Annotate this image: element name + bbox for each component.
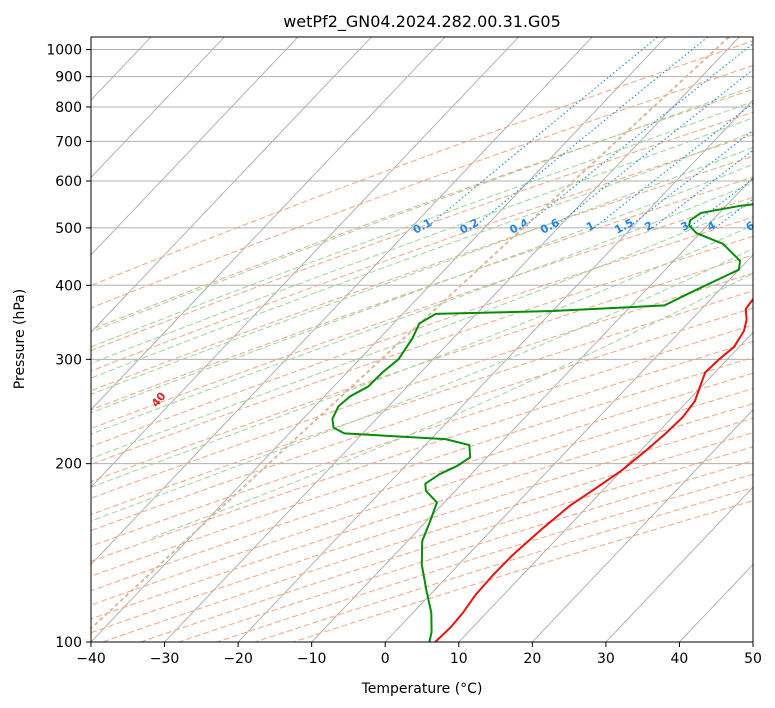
y-tick-label: 200 bbox=[55, 457, 82, 473]
temperature-profile bbox=[434, 297, 753, 642]
isotherm-line bbox=[384, 254, 753, 642]
dry-adiabat-line bbox=[91, 65, 753, 309]
moist-adiabat-line bbox=[91, 163, 753, 414]
y-tick-label: 300 bbox=[55, 352, 82, 368]
x-tick-label: 50 bbox=[744, 651, 762, 667]
dry-adiabat-line bbox=[91, 324, 753, 547]
mixing-ratio-label: 0.1 bbox=[411, 216, 434, 237]
moist-adiabat-line bbox=[91, 182, 753, 435]
isotherm-line bbox=[0, 37, 4, 642]
moist-adiabat-line bbox=[91, 146, 753, 395]
mixing-ratio-label: 0.2 bbox=[458, 216, 481, 237]
mixing-ratio-label: 1.5 bbox=[612, 216, 635, 237]
isotherm-line bbox=[91, 37, 299, 256]
y-tick-label: 500 bbox=[55, 221, 82, 237]
y-tick-label: 400 bbox=[55, 278, 82, 294]
mixing-ratio-line bbox=[714, 198, 753, 229]
chart-title: wetPf2_GN04.2024.282.00.31.G05 bbox=[283, 12, 561, 32]
x-tick-label: −10 bbox=[297, 651, 327, 667]
plot-area: 0.10.20.40.611.52346810131620253036-100-… bbox=[0, 37, 775, 642]
dry-adiabat-line bbox=[292, 500, 753, 642]
mixing-ratio-line bbox=[522, 42, 753, 229]
dry-adiabat-line bbox=[91, 272, 753, 499]
dry-adiabat-line bbox=[216, 473, 753, 642]
y-axis: 100 200 300 400 500 600 700 800 900 1000 bbox=[46, 43, 91, 651]
mixing-ratio-line bbox=[425, 37, 658, 229]
isotherm-line bbox=[91, 37, 667, 642]
dry-adiabat-line bbox=[91, 290, 753, 516]
x-axis: −40 −30 −20 −10 0 10 20 30 40 50 bbox=[76, 642, 762, 667]
dry-adiabat-label: 40 bbox=[149, 389, 169, 409]
moist-adiabat-line bbox=[91, 224, 753, 488]
isotherm-line bbox=[531, 409, 753, 642]
mixing-ratio-line bbox=[688, 178, 753, 229]
dry-adiabat-line bbox=[91, 216, 753, 448]
dry-adiabat-line bbox=[91, 388, 753, 606]
reference-curve bbox=[91, 37, 730, 630]
dry-adiabat-line bbox=[91, 196, 753, 430]
dry-adiabat-line bbox=[91, 235, 753, 465]
x-tick-label: 30 bbox=[597, 651, 615, 667]
x-tick-label: −40 bbox=[76, 651, 106, 667]
x-axis-title: Temperature (°C) bbox=[361, 681, 483, 697]
isotherm-line bbox=[237, 99, 753, 642]
mixing-ratio-label: 2 bbox=[642, 219, 655, 234]
x-tick-label: 0 bbox=[381, 651, 390, 667]
plot-frame bbox=[90, 36, 754, 643]
y-tick-label: 700 bbox=[55, 134, 82, 150]
y-tick-label: 1000 bbox=[46, 43, 82, 59]
mixing-ratio-line bbox=[754, 37, 775, 228]
x-tick-label: 40 bbox=[671, 651, 689, 667]
isotherm-line bbox=[91, 37, 372, 333]
x-tick-label: −30 bbox=[150, 651, 180, 667]
isotherm-line bbox=[164, 37, 740, 642]
isotherm-line bbox=[752, 641, 753, 642]
dry-adiabat-line bbox=[91, 340, 753, 562]
dry-adiabat-label: 30 bbox=[74, 399, 94, 419]
x-tick-label: 10 bbox=[450, 651, 468, 667]
mixing-ratio-label: 6 bbox=[744, 219, 757, 234]
isotherm-line bbox=[605, 486, 753, 642]
dewpoint-profile bbox=[331, 203, 753, 642]
x-tick-label: −20 bbox=[223, 651, 253, 667]
y-axis-title: Pressure (hPa) bbox=[12, 289, 28, 389]
isotherm-line bbox=[91, 37, 519, 488]
moist-adiabat-line bbox=[91, 202, 753, 460]
moist-adiabat-line bbox=[91, 248, 753, 522]
y-tick-label: 800 bbox=[55, 100, 82, 116]
y-tick-label: 600 bbox=[55, 174, 82, 190]
moist-adiabat-line bbox=[91, 117, 753, 364]
isotherm-line bbox=[91, 37, 225, 179]
dry-adiabat-label: 20 bbox=[0, 409, 19, 429]
mixing-ratio-label: 4 bbox=[705, 219, 718, 234]
mixing-ratio-line bbox=[593, 102, 753, 229]
isotherm-line bbox=[91, 37, 593, 566]
moist-adiabat-line bbox=[91, 131, 753, 379]
y-tick-label: 100 bbox=[55, 635, 82, 651]
dry-adiabat-line bbox=[91, 176, 753, 411]
mixing-ratio-label: 1 bbox=[584, 219, 597, 234]
dry-adiabat-line bbox=[91, 40, 753, 287]
isotherm-line bbox=[91, 37, 446, 411]
dry-adiabat-line bbox=[91, 372, 753, 592]
isotherm-line bbox=[458, 331, 753, 642]
dry-adiabat-line bbox=[91, 134, 753, 372]
mixing-ratio-line bbox=[472, 37, 709, 229]
y-tick-label: 900 bbox=[55, 70, 82, 86]
dry-adiabat-line bbox=[91, 155, 753, 392]
mixing-ratio-label: 0.4 bbox=[507, 216, 531, 237]
dry-adiabat-line bbox=[178, 460, 753, 642]
mixing-ratio-label: 0.6 bbox=[538, 216, 562, 237]
x-tick-label: 20 bbox=[523, 651, 541, 667]
moist-adiabat-line bbox=[152, 273, 753, 539]
dry-adiabat-line bbox=[91, 417, 753, 634]
